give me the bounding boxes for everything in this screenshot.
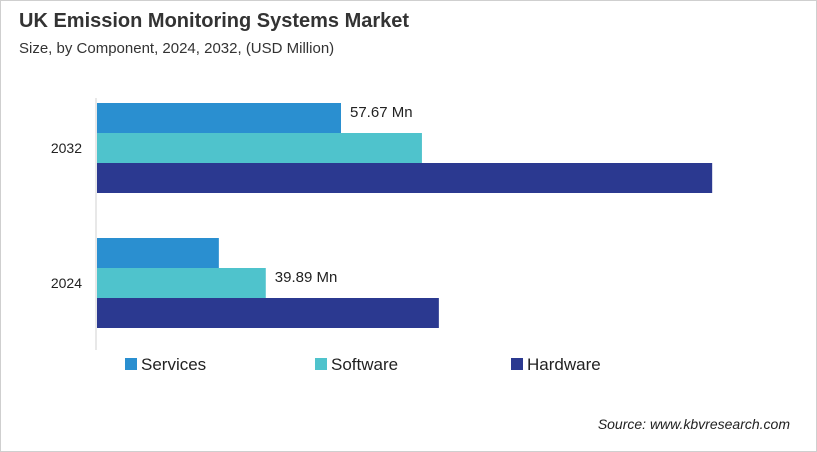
bar-software-2024 (97, 268, 266, 298)
chart-title: UK Emission Monitoring Systems Market (19, 10, 410, 32)
legend-swatch-services (125, 358, 137, 370)
data-label: 39.89 Mn (275, 269, 338, 286)
legend-swatch-software (315, 358, 327, 370)
bar-hardware-2024 (97, 298, 439, 328)
chart-subtitle: Size, by Component, 2024, 2032, (USD Mil… (19, 40, 335, 57)
legend-label-hardware: Hardware (527, 355, 601, 374)
legend-label-services: Services (141, 355, 206, 374)
source-note: Source: www.kbvresearch.com (597, 416, 790, 432)
y-tick-label: 2032 (51, 140, 82, 156)
legend-label-software: Software (331, 355, 398, 374)
bar-software-2032 (97, 133, 422, 163)
bar-hardware-2032 (97, 163, 713, 193)
y-tick-label: 2024 (51, 275, 82, 291)
data-label: 57.67 Mn (350, 104, 413, 121)
bar-services-2024 (97, 238, 219, 268)
bar-services-2032 (97, 103, 341, 133)
legend-swatch-hardware (511, 358, 523, 370)
